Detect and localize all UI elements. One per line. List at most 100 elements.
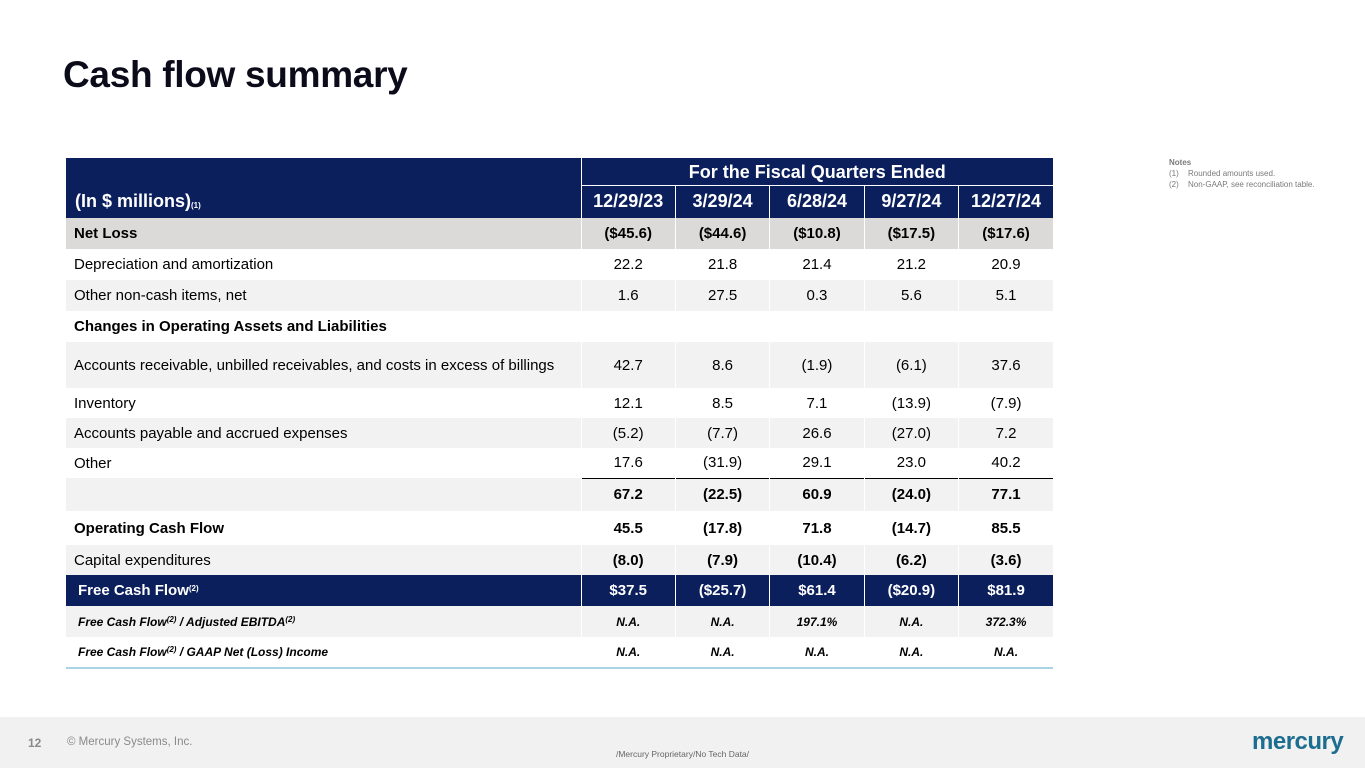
footnote-marker: (2) [166, 614, 177, 624]
cell: (10.4) [769, 545, 865, 575]
cell: $81.9 [958, 575, 1053, 606]
cell: (1.9) [769, 342, 865, 388]
notes-panel: Notes (1) Rounded amounts used. (2) Non-… [1169, 157, 1329, 190]
cell: 20.9 [958, 249, 1053, 280]
cell: ($45.6) [581, 218, 676, 249]
cell: 7.1 [769, 388, 865, 418]
cell [581, 311, 676, 342]
cell: ($10.8) [769, 218, 865, 249]
cell: 1.6 [581, 280, 676, 311]
footnote-marker: (2) [188, 584, 199, 593]
cell: ($20.9) [864, 575, 960, 606]
table-row-fcf-net-income: Free Cash Flow(2) / GAAP Net (Loss) Inco… [66, 637, 1053, 669]
cell: 22.2 [581, 249, 676, 280]
cell: 67.2 [581, 477, 676, 511]
cell: N.A. [864, 637, 960, 669]
cell: ($17.6) [958, 218, 1053, 249]
units-footnote: (1) [191, 201, 201, 210]
cell: 0.3 [769, 280, 865, 311]
cell: 42.7 [581, 342, 676, 388]
row-label-cell: Free Cash Flow(2) [66, 575, 582, 606]
cell: (13.9) [864, 388, 960, 418]
units-label-cell: (In $ millions)(1) [66, 185, 582, 218]
row-label-part: / Adjusted EBITDA [176, 614, 286, 629]
cell: 40.2 [958, 448, 1053, 478]
column-header: 12/27/24 [958, 184, 1053, 218]
cell: 12.1 [581, 388, 676, 418]
table-row-inventory: Inventory 12.1 8.5 7.1 (13.9) (7.9) [66, 388, 1053, 418]
page-title: Cash flow summary [63, 54, 408, 95]
cell: N.A. [581, 606, 676, 637]
table-row-net-loss: Net Loss ($45.6) ($44.6) ($10.8) ($17.5)… [66, 218, 1053, 249]
cell: 21.2 [864, 249, 960, 280]
column-header: 12/29/23 [581, 184, 676, 218]
cell: 29.1 [769, 448, 865, 478]
note-item: (1) Rounded amounts used. [1169, 168, 1329, 179]
cell: 5.1 [958, 280, 1053, 311]
units-label: (In $ millions) [75, 191, 192, 211]
cell: ($25.7) [675, 575, 771, 606]
table-row-subtotal: 67.2 (22.5) 60.9 (24.0) 77.1 [66, 477, 1053, 511]
table-row-other: Other 17.6 (31.9) 29.1 23.0 40.2 [66, 448, 1053, 478]
cell: 77.1 [958, 477, 1053, 511]
group-header: For the Fiscal Quarters Ended [581, 158, 1053, 185]
cell: (24.0) [864, 477, 960, 511]
cell: 60.9 [769, 477, 865, 511]
row-label: Inventory [66, 388, 582, 418]
page-number: 12 [28, 736, 42, 750]
table-row-fcf-ebitda: Free Cash Flow(2) / Adjusted EBITDA(2) N… [66, 606, 1053, 637]
cell: 26.6 [769, 418, 865, 448]
cell [958, 311, 1053, 342]
cell: 17.6 [581, 448, 676, 478]
header-blank-cell [66, 158, 582, 185]
table-row-payables: Accounts payable and accrued expenses (5… [66, 418, 1053, 448]
note-number: (2) [1169, 180, 1179, 189]
cash-flow-table: For the Fiscal Quarters Ended (In $ mill… [66, 158, 1053, 669]
cell: N.A. [958, 637, 1053, 669]
row-label: Accounts receivable, unbilled receivable… [66, 342, 582, 388]
cell: $61.4 [769, 575, 865, 606]
cell [675, 311, 771, 342]
cell: (3.6) [958, 545, 1053, 575]
row-label: Capital expenditures [66, 545, 582, 575]
cell: (14.7) [864, 511, 960, 545]
table-header-group-row: For the Fiscal Quarters Ended [66, 158, 1053, 185]
cell: 23.0 [864, 448, 960, 478]
row-label [66, 478, 582, 511]
cell: (22.5) [675, 477, 771, 511]
column-header: 9/27/24 [864, 184, 960, 218]
row-label: Accounts payable and accrued expenses [66, 418, 582, 448]
mercury-logo: mercury [1252, 728, 1344, 755]
row-label-cell: Free Cash Flow(2) / Adjusted EBITDA(2) [66, 606, 582, 637]
note-text: Non-GAAP, see reconciliation table. [1188, 180, 1315, 189]
cell: (7.7) [675, 418, 771, 448]
cell: 45.5 [581, 511, 676, 545]
cell: (8.0) [581, 545, 676, 575]
note-number: (1) [1169, 169, 1179, 178]
note-text: Rounded amounts used. [1188, 169, 1276, 178]
cell: 5.6 [864, 280, 960, 311]
row-label: Depreciation and amortization [66, 249, 582, 280]
cell: 71.8 [769, 511, 865, 545]
cell: N.A. [675, 606, 771, 637]
table-row-operating-cash-flow: Operating Cash Flow 45.5 (17.8) 71.8 (14… [66, 511, 1053, 545]
table-row-depreciation: Depreciation and amortization 22.2 21.8 … [66, 249, 1053, 280]
table-row-capex: Capital expenditures (8.0) (7.9) (10.4) … [66, 545, 1053, 575]
cell: (27.0) [864, 418, 960, 448]
cell: (7.9) [675, 545, 771, 575]
cell: 37.6 [958, 342, 1053, 388]
table-row-changes-header: Changes in Operating Assets and Liabilit… [66, 311, 1053, 342]
notes-title: Notes [1169, 158, 1192, 167]
table-row-free-cash-flow: Free Cash Flow(2) $37.5 ($25.7) $61.4 ($… [66, 575, 1053, 606]
copyright: © Mercury Systems, Inc. [67, 736, 193, 748]
column-header: 3/29/24 [675, 184, 771, 218]
cell: N.A. [769, 637, 865, 669]
cell: N.A. [675, 637, 771, 669]
cell: (5.2) [581, 418, 676, 448]
cell: 7.2 [958, 418, 1053, 448]
footnote-marker: (2) [166, 645, 177, 654]
row-label: Other [66, 448, 582, 478]
table-row-other-noncash: Other non-cash items, net 1.6 27.5 0.3 5… [66, 280, 1053, 311]
cell: (7.9) [958, 388, 1053, 418]
row-label-part: Free Cash Flow [78, 645, 167, 659]
